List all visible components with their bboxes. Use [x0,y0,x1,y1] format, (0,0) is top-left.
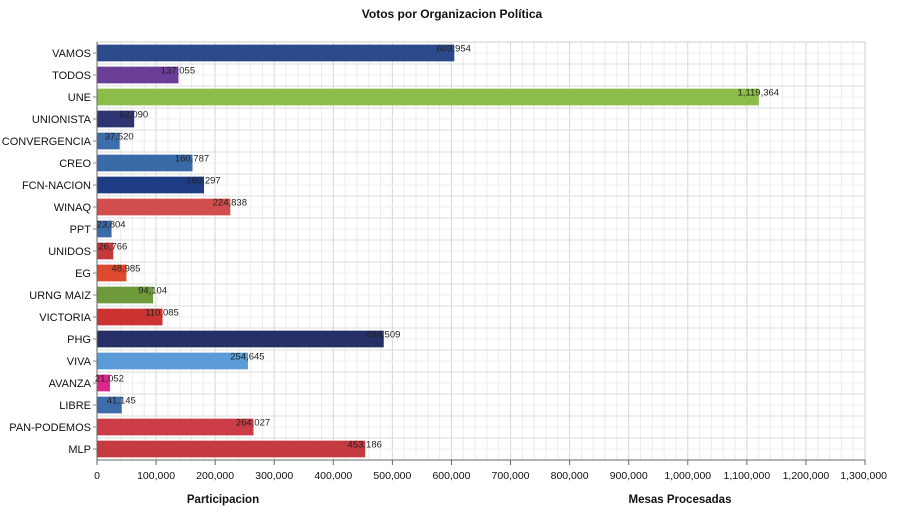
category-label: VAMOS [52,48,91,60]
category-label: TODOS [52,70,91,82]
data-label: 137,055 [161,66,195,77]
bar [97,198,231,216]
x-tick-label: 1,100,000 [723,470,770,482]
category-label: WINAQ [54,202,92,214]
data-label: 603,954 [437,44,471,55]
data-label: 160,787 [175,154,209,165]
category-label: UNE [68,92,91,104]
category-label: UNIDOS [48,246,91,258]
bar [97,396,122,414]
category-label: UNIONISTA [32,114,92,126]
bar [97,66,179,84]
category-label: VICTORIA [39,312,91,324]
data-label: 23,804 [97,220,126,231]
x-tick-label: 1,000,000 [664,470,711,482]
category-label: PPT [70,224,92,236]
x-tick-label: 300,000 [255,470,293,482]
bar [97,154,193,172]
bar [97,132,120,150]
data-label: 94,104 [138,286,167,297]
data-label: 37,520 [105,132,134,143]
data-label: 62,090 [119,110,148,121]
category-label: MLP [68,444,91,456]
bar [97,308,163,326]
bar [97,110,135,128]
category-label: AVANZA [49,378,92,390]
bar [97,88,759,106]
x-tick-label: 100,000 [137,470,175,482]
data-label: 110,085 [145,308,179,319]
data-label: 180,297 [186,176,220,187]
data-label: 224,838 [213,198,247,209]
bar [97,264,127,282]
data-label: 264,027 [236,418,270,429]
bar [97,220,112,238]
bar [97,44,455,62]
bar [97,440,366,458]
data-label: 484,509 [366,330,400,341]
x-tick-label: 1,300,000 [840,470,887,482]
category-label: FCN-NACION [22,180,91,192]
category-labels: VAMOS TODOS UNE UNIONISTA CONVERGENCIA CREO FC… [2,48,97,456]
data-label: 1,119,364 [738,88,780,99]
bar [97,374,110,392]
x-tick-labels: 0 100,000 200,000 300,000 400,000 500,000 600,… [94,460,887,482]
category-label: EG [75,268,91,280]
x-tick-label: 600,000 [432,470,470,482]
x-tick-label: 900,000 [610,470,648,482]
x-tick-label: 500,000 [373,470,411,482]
bar [97,242,114,260]
bar [97,330,384,348]
data-label: 41,145 [107,396,136,407]
data-label: 21,052 [95,374,124,385]
x-tick-label: 200,000 [196,470,234,482]
x-tick-label: 0 [94,470,100,482]
category-label: VIVA [67,356,92,368]
category-label: PAN-PODEMOS [9,422,91,434]
category-label: CONVERGENCIA [2,136,92,148]
footer-mesas-procesadas: Mesas Procesadas [629,494,732,506]
category-label: CREO [59,158,91,170]
data-labels: 603,954 137,055 1,119,364 62,090 37,520 160,7… [95,44,779,451]
x-tick-label: 700,000 [492,470,530,482]
x-tick-label: 400,000 [314,470,352,482]
bars [97,44,759,458]
bar [97,176,205,194]
category-label: URNG MAIZ [29,290,91,302]
data-label: 254,645 [230,352,264,363]
footer-participacion: Participacion [187,494,259,506]
x-tick-label: 1,200,000 [783,470,830,482]
data-label: 48,985 [111,264,140,275]
bar [97,418,254,436]
data-label: 26,766 [98,242,127,253]
chart-title: Votos por Organizacion Política [362,7,543,21]
category-label: PHG [67,334,91,346]
category-label: LIBRE [59,400,91,412]
bar [97,352,248,370]
data-label: 453,186 [348,440,382,451]
bar [97,286,154,304]
x-tick-label: 800,000 [551,470,589,482]
